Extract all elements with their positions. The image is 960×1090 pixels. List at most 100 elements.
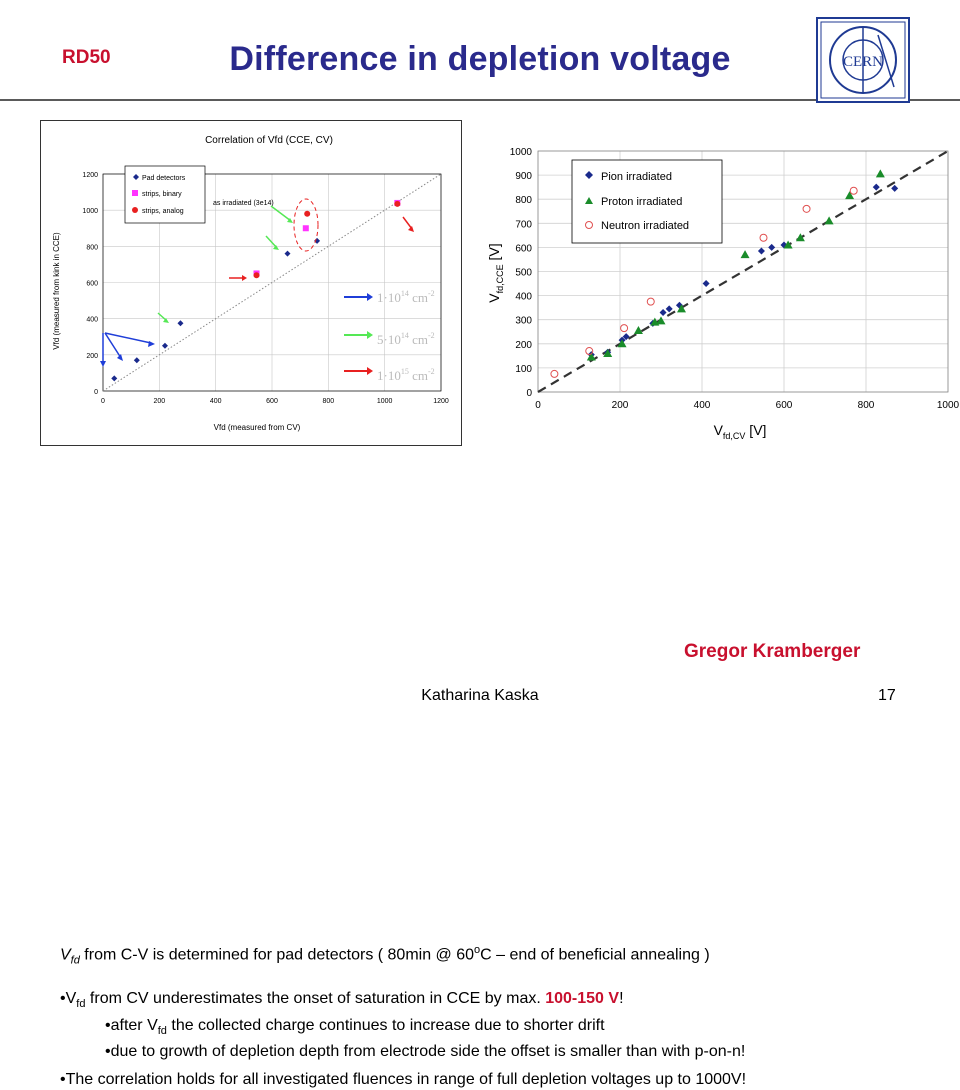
right-xtick-label: 600 <box>776 400 793 411</box>
right-ytick-label: 300 <box>515 316 532 327</box>
left-ytick-label: 600 <box>86 281 98 288</box>
left-xtick-label: 800 <box>322 398 334 405</box>
left-point <box>111 375 118 382</box>
blue-arrow-3 <box>104 332 152 344</box>
note-bullet-4: •The correlation holds for all investiga… <box>60 1071 747 1088</box>
right-xtick-label: 400 <box>694 400 711 411</box>
right-chart: 0 100 200 300 400 500 600 700 800 900 1000 0 200 400 6… <box>486 147 960 441</box>
left-chart-ylabel: Vfd (measured from kink in CCE) <box>52 232 61 350</box>
right-point <box>586 352 596 361</box>
blue-arrowhead-2 <box>117 354 123 361</box>
legend-proton-marker <box>585 197 593 204</box>
legend-analog-marker <box>132 207 138 213</box>
right-point <box>677 304 686 313</box>
right-point <box>845 191 855 200</box>
right-point <box>802 204 811 213</box>
right-point <box>783 240 793 249</box>
left-xtick-label: 0 <box>101 398 105 405</box>
left-annotation: as irradiated (3e14) <box>213 200 274 207</box>
legend-binary-marker <box>132 190 138 196</box>
left-point <box>161 342 168 349</box>
left-diagonal <box>102 173 442 392</box>
note-line-1: Vfd from C-V is determined for pad detec… <box>60 944 710 967</box>
right-plot-frame <box>537 150 949 393</box>
logo-text: CERN <box>843 54 883 70</box>
red-arrow-2 <box>402 216 413 230</box>
right-point <box>702 280 710 288</box>
right-point <box>824 216 834 225</box>
legend-pion-marker <box>585 171 593 179</box>
right-point <box>740 250 750 259</box>
right-point <box>875 169 885 178</box>
fluence-key: 1·1014 cm-2 5·1014 cm-2 1·1015 cm-2 <box>344 289 435 383</box>
right-ytick-label: 700 <box>515 219 532 230</box>
blue-arrowhead-1 <box>100 361 106 367</box>
legend-neutron-marker <box>585 221 593 229</box>
right-point <box>617 339 627 348</box>
right-point <box>656 316 666 325</box>
legend-proton-label: Proton irradiated <box>601 196 682 208</box>
left-ytick-label: 800 <box>86 244 98 251</box>
right-point <box>665 305 673 313</box>
legend-analog-label: strips, analog <box>142 208 184 215</box>
left-point <box>302 225 309 232</box>
page-number: 17 <box>878 687 896 704</box>
right-point <box>646 297 655 306</box>
fluence-arrows <box>100 205 414 367</box>
right-xtick-label: 200 <box>612 400 629 411</box>
key-label-5e14: 5·1014 cm-2 <box>377 331 435 347</box>
red-arrowhead-1 <box>242 275 247 281</box>
left-chart-xlabel: Vfd (measured from CV) <box>214 423 301 432</box>
left-point <box>133 357 140 364</box>
left-point <box>253 272 260 279</box>
right-ytick-label: 100 <box>515 364 532 375</box>
green-arrowhead-2 <box>273 245 279 250</box>
green-arrow-2 <box>265 235 278 249</box>
right-ytick-label: 500 <box>515 268 532 279</box>
note-bullet-1: •Vfd from CV underestimates the onset of… <box>60 990 624 1011</box>
left-point <box>394 200 401 207</box>
left-xtick-label: 1000 <box>377 398 393 405</box>
left-ytick-label: 1200 <box>82 172 98 179</box>
right-ytick-label: 1000 <box>510 147 533 158</box>
header-divider <box>0 99 960 101</box>
green-arrow-1 <box>270 205 292 222</box>
right-legend-box <box>571 159 723 244</box>
left-plot-frame <box>102 173 442 392</box>
right-point <box>768 243 776 251</box>
left-point <box>284 250 291 257</box>
right-point <box>795 233 805 242</box>
highlight-ellipse <box>293 198 319 252</box>
right-point <box>659 308 667 316</box>
left-point <box>177 320 184 327</box>
right-point <box>633 326 643 335</box>
right-point <box>872 183 880 191</box>
left-chart: Correlation of Vfd (CCE, CV) Vfd (measur… <box>52 135 449 432</box>
author-name: Gregor Kramberger <box>684 641 861 662</box>
key-label-1e14: 1·1014 cm-2 <box>377 289 435 305</box>
right-point <box>620 324 629 333</box>
right-chart-panel: 0 100 200 300 400 500 600 700 800 900 1000 0 200 400 6… <box>485 133 960 441</box>
group-label: RD50 <box>62 47 111 68</box>
left-xtick-label: 200 <box>153 398 165 405</box>
key-arrowhead-1e14 <box>367 293 373 301</box>
legend-pad-label: Pad detectors <box>142 175 186 182</box>
right-xtick-label: 1000 <box>937 400 960 411</box>
left-xtick-label: 400 <box>210 398 222 405</box>
note-bullet-2: •after Vfd the collected charge continue… <box>105 1017 605 1038</box>
blue-arrow-2 <box>104 332 122 359</box>
left-chart-title: Correlation of Vfd (CCE, CV) <box>205 135 333 146</box>
right-chart-xlabel: Vfd,CV [V] <box>714 422 767 441</box>
right-ytick-label: 200 <box>515 340 532 351</box>
left-ytick-label: 200 <box>86 353 98 360</box>
left-chart-panel: Correlation of Vfd (CCE, CV) Vfd (measur… <box>40 120 462 446</box>
key-label-1e15: 1·1015 cm-2 <box>377 367 435 383</box>
right-xtick-label: 0 <box>535 400 541 411</box>
right-point <box>550 369 559 378</box>
left-ytick-label: 400 <box>86 317 98 324</box>
right-ytick-label: 0 <box>526 388 532 399</box>
right-point <box>757 247 765 255</box>
right-point <box>585 347 594 356</box>
right-ytick-label: 800 <box>515 195 532 206</box>
left-xtick-label: 1200 <box>433 398 449 405</box>
